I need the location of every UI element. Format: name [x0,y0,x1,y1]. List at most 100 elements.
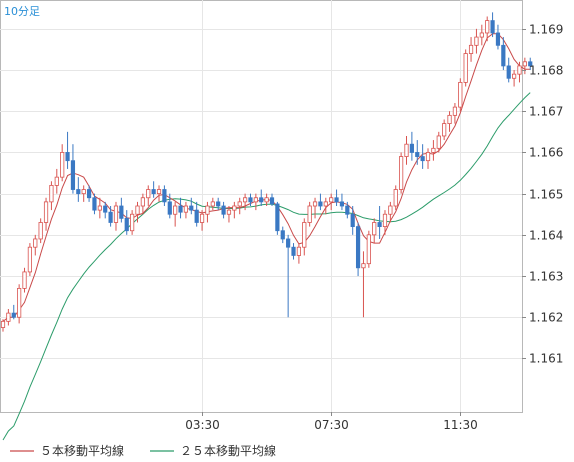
candle-down [178,205,183,213]
candle-up [302,222,307,248]
candle-up [512,73,517,79]
candle-down [167,201,172,215]
candle-down [221,205,226,215]
candle-up [329,197,334,203]
candle-up [425,152,431,162]
candle-up [361,263,366,269]
y-axis: 1.161 1.162 1.163 1.164 1.165 1.166 1.167 1.168… [522,23,563,366]
candle-up [232,205,237,211]
candle-down [334,197,339,203]
x-tick-label: 07:30 [314,418,349,432]
candle-up [404,143,409,157]
candle-down [151,189,156,195]
candle-up [140,197,145,207]
timeframe-label: 10分足 [4,5,40,18]
candle-down [70,160,76,190]
x-axis: 03:30 07:30 11:30 [185,412,478,432]
candle-up [237,201,242,207]
candle-down [506,65,511,79]
candle-up [458,82,463,108]
candle-up [436,135,441,149]
candle-up [156,189,162,195]
candle-up [199,213,205,223]
x-tick-label: 03:30 [185,418,220,432]
legend-label-ma25: ２５本移動平均線 [180,443,276,458]
candle-down [259,197,264,203]
candle-down [345,205,350,215]
y-tick-label: 1.164 [529,229,563,243]
candle-up [485,20,490,34]
x-tick-label: 11:30 [443,418,478,432]
candle-down [318,201,323,207]
candle-down [11,312,16,318]
y-tick-label: 1.165 [529,188,563,202]
candle-down [248,197,253,203]
candle-up [372,222,377,236]
candle-down [269,197,275,205]
y-tick-label: 1.163 [529,270,563,284]
candle-up [205,205,210,215]
candle-down [124,217,129,232]
candle-up [393,189,398,207]
candle-up [296,246,302,256]
candle-up [97,205,102,211]
candle-down [291,246,296,256]
candle-up [253,197,258,203]
candle-down [377,222,382,227]
candle-up [210,201,215,207]
candle-down [280,230,285,240]
candle-up [49,184,54,203]
candle-down [86,189,92,199]
candle-up [60,152,65,178]
candle-up [442,123,447,137]
candle-down [420,156,425,162]
candle-up [22,271,27,289]
candle-up [146,189,151,199]
candle-down [65,152,70,162]
candle-up [173,205,178,215]
legend: ５本移動平均線 ２５本移動平均線 [10,443,276,458]
candle-up [0,320,6,328]
candle-up [226,209,232,215]
candle-down [415,152,420,157]
candle-down [275,203,280,232]
y-tick-label: 1.168 [529,64,563,78]
candle-up [17,287,22,318]
candle-up [382,213,388,228]
candle-up [479,32,484,38]
candle-up [113,205,119,223]
candle-up [323,201,328,207]
candle-up [366,234,371,265]
candle-down [216,201,221,207]
candle-up [517,65,522,75]
candle-up [27,246,33,273]
candle-down [189,205,194,211]
candle-up [54,176,59,186]
candle-down [501,44,506,67]
candle-up [130,213,135,232]
candle-up [242,197,248,203]
candle-down [92,197,97,211]
candle-down [495,32,501,46]
candle-down [339,201,345,207]
candle-up [264,197,269,203]
candle-up [38,222,43,240]
legend-label-ma5: ５本移動平均線 [40,443,124,458]
y-tick-label: 1.161 [529,352,563,366]
candle-up [468,44,474,54]
candle-down [76,189,81,195]
candle-down [355,226,361,269]
candle-up [135,205,140,215]
candle-up [43,201,49,223]
candle-up [447,114,452,125]
candle-up [431,147,436,153]
candle-down [108,211,113,223]
candle-up [312,201,318,207]
candle-down [286,238,291,248]
candle-up [388,205,393,215]
candle-down [194,209,199,223]
plot-area [0,0,523,413]
candle-down [119,205,124,219]
candle-up [33,238,38,248]
